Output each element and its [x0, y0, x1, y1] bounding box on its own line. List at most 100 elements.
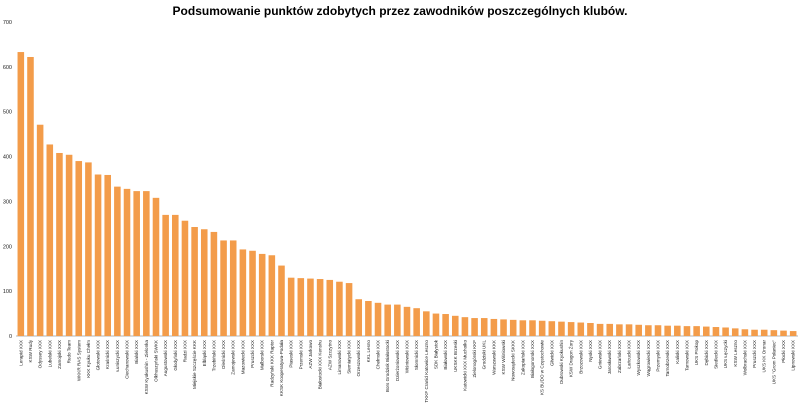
- bar: [123, 188, 131, 336]
- x-tick-label: Miejskie Szczęście KKK: [192, 339, 197, 389]
- x-tick-label: Gniewski XXX: [598, 340, 603, 369]
- x-tick-label: Olkhuszyński SWKK: [153, 339, 158, 382]
- bar: [191, 227, 198, 336]
- x-tick-label: UKS KK Oronar: [762, 340, 767, 373]
- bar: [606, 323, 614, 336]
- x-tick-label: Wiśniowski XXX: [405, 340, 410, 373]
- x-tick-label: AZW Szczytno: [327, 340, 332, 371]
- x-tick-label: Wągrowiecki XXX: [646, 340, 651, 377]
- x-tick-label: Białowski XXX: [443, 340, 448, 370]
- y-tick-label: 400: [3, 155, 12, 161]
- bar: [133, 191, 140, 336]
- bar: [239, 249, 247, 336]
- bar: [760, 329, 768, 336]
- bar: [461, 317, 469, 336]
- x-tick-label: Grodziski UKL: [482, 340, 487, 370]
- bar: [770, 330, 778, 336]
- y-tick-label: 200: [3, 244, 12, 250]
- x-tick-label: WKKR RAS System: [76, 340, 81, 381]
- bar: [374, 302, 382, 336]
- x-tick-label: Wyszkowski XXX: [636, 340, 641, 375]
- x-tick-label: Jarosławski XXX: [607, 340, 612, 374]
- bar: [616, 324, 623, 336]
- x-tick-label: Lerapid XXX: [18, 340, 23, 366]
- x-tick-label: KKK Kyuku Chełm: [86, 340, 91, 378]
- bar: [442, 314, 449, 336]
- x-tick-label: AZW Jarkowo: [308, 340, 313, 369]
- x-tick-label: Przemyski XXX: [656, 340, 661, 372]
- x-axis-labels: Lerapid XXX KSW Rudy Odyssey XXX Lubelski X…: [18, 339, 795, 402]
- x-tick-label: Bors Grodzisk Białostocki: [385, 340, 390, 392]
- x-tick-label: UKS Łęczycki: [723, 340, 728, 368]
- x-tick-label: Zamojski XXX: [57, 340, 62, 369]
- bar: [751, 329, 758, 336]
- bar: [365, 301, 372, 336]
- bar: [210, 231, 218, 336]
- bar: [114, 186, 121, 336]
- x-tick-label: Łuniszycki XXX: [115, 340, 120, 372]
- x-tick-label: Białostocki XXX Kenshu: [318, 340, 323, 390]
- bar: [75, 161, 83, 336]
- x-tick-label: Zielonogórski KKF: [472, 340, 477, 378]
- bar: [152, 197, 160, 336]
- x-tick-label: Dubrowski Kyokushin: [559, 340, 564, 384]
- bar: [181, 220, 189, 336]
- bar: [654, 325, 662, 336]
- x-tick-label: Tarnobrzeski XXX: [665, 340, 670, 377]
- bar: [162, 214, 169, 336]
- x-tick-label: Radzyński KKK Raptor: [269, 340, 274, 387]
- x-tick-label: UKSKK Brzeski: [453, 340, 458, 372]
- x-tick-label: UKS "Grom Połaniec": [771, 340, 776, 385]
- bar: [471, 318, 478, 336]
- x-tick-label: TKKF Cranid Katowice Leszno: [424, 340, 429, 403]
- bar: [104, 174, 111, 336]
- x-tick-label: Głodyński XXX: [173, 340, 178, 371]
- x-tick-label: Malborski XXX: [260, 340, 265, 370]
- x-tick-label: Piaseski XXX: [289, 340, 294, 368]
- bar: [345, 283, 353, 336]
- x-tick-label: SDK Białystok: [433, 339, 438, 369]
- bar: [451, 315, 459, 336]
- x-tick-label: Warszawski KKK: [491, 339, 496, 375]
- x-tick-label: Wolbrachski XXX: [742, 340, 747, 375]
- x-tick-label: Chełmski XXX: [376, 340, 381, 369]
- bar: [307, 278, 314, 336]
- x-tick-label: Odyssey XXX: [38, 340, 43, 368]
- x-tick-label: KKSK Kooperatywa-Podała: [279, 340, 284, 397]
- bar: [625, 324, 633, 336]
- bar: [558, 321, 565, 336]
- bar: [220, 240, 227, 336]
- x-tick-label: UKS Prokop: [694, 340, 699, 366]
- bar: [229, 240, 237, 336]
- x-tick-label: Tarnowski XXX: [684, 340, 689, 371]
- bar: [674, 325, 681, 336]
- bar: [316, 279, 324, 336]
- bar: [635, 324, 642, 336]
- x-tick-label: Mazowiecki XXX: [240, 340, 245, 374]
- bar: [297, 278, 305, 336]
- x-tick-label: Trzebiński XXX: [211, 340, 216, 371]
- x-tick-label: Limanowski XXX: [337, 340, 342, 374]
- bar: [519, 320, 527, 336]
- x-tick-label: Bialski XXX: [134, 340, 139, 364]
- bar: [394, 304, 401, 336]
- bar: [56, 152, 63, 336]
- bar: [17, 52, 25, 337]
- bar: [413, 308, 420, 336]
- x-tick-label: Dzierżoniowski XXX: [395, 340, 400, 381]
- x-tick-label: Ciechanowski XXX: [125, 340, 130, 379]
- x-tick-label: Oleśnicki XXX: [221, 340, 226, 369]
- y-tick-label: 700: [3, 20, 12, 26]
- bar: [500, 319, 507, 336]
- bar: [664, 325, 671, 336]
- x-tick-label: Dębicki XXX: [704, 340, 709, 366]
- x-tick-label: Brzozowski XXX: [578, 340, 583, 374]
- x-tick-label: Lipnowski XXX: [791, 340, 796, 371]
- bar: [200, 229, 208, 336]
- bar: [548, 321, 556, 336]
- bar: [480, 318, 488, 336]
- x-tick-label: Augustowski XXX: [163, 340, 168, 376]
- x-tick-label: Gliwicki XXX: [549, 340, 554, 366]
- bar: [703, 326, 710, 336]
